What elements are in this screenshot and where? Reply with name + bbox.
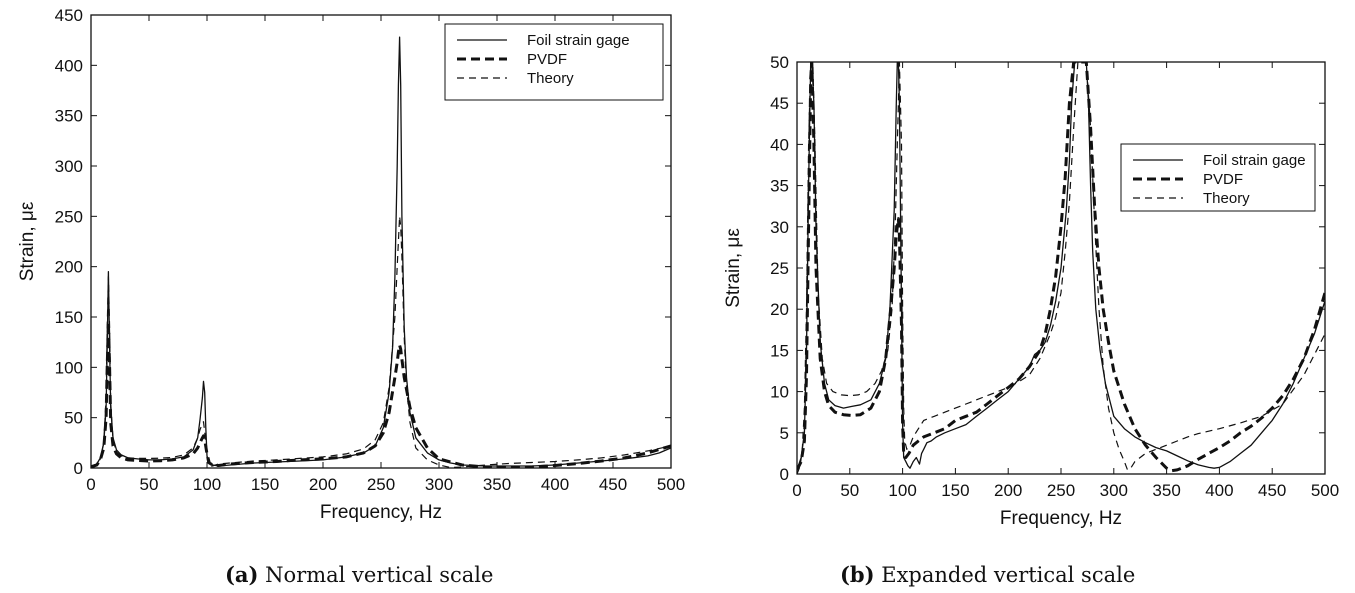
y-tick-label: 30 (770, 218, 789, 237)
caption-a-letter: (a) (225, 562, 259, 587)
x-tick-label: 150 (941, 481, 969, 500)
y-tick-label: 450 (55, 6, 83, 25)
x-tick-label: 350 (483, 475, 511, 494)
x-tick-label: 0 (792, 481, 801, 500)
x-tick-label: 400 (1205, 481, 1233, 500)
chart-panel-b: 0 50 100 150 200 250 300 350 400 450 500 0 5 10 15 20 25… (700, 0, 1355, 593)
x-tick-label: 450 (599, 475, 627, 494)
x-tick-label: 400 (541, 475, 569, 494)
x-tick-label: 250 (367, 475, 395, 494)
x-tick-label: 200 (994, 481, 1022, 500)
series-group (91, 36, 671, 468)
x-tick-label: 50 (840, 481, 859, 500)
y-tick-label: 40 (770, 135, 789, 154)
y-tick-label: 0 (780, 465, 789, 484)
x-axis-label: Frequency, Hz (320, 502, 442, 523)
x-tick-label: 250 (1047, 481, 1075, 500)
x-tick-label: 100 (888, 481, 916, 500)
y-tick-label: 25 (770, 259, 789, 278)
y-axis-label: Strain, με (723, 228, 744, 308)
x-axis-label: Frequency, Hz (1000, 508, 1122, 529)
x-tick-label: 200 (309, 475, 337, 494)
legend-box (444, 23, 664, 101)
y-tick-label: 15 (770, 341, 789, 360)
series-line-2 (91, 215, 671, 468)
x-tick-label: 350 (1152, 481, 1180, 500)
caption-a: (a) Normal vertical scale (225, 562, 493, 587)
series-line-0 (91, 36, 671, 467)
caption-a-text: Normal vertical scale (265, 563, 494, 587)
x-tick-label: 500 (1311, 481, 1339, 500)
chart-b-svg: 0 50 100 150 200 250 300 350 400 450 500 0 5 10 15 20 25… (723, 53, 1339, 529)
x-tick-label: 450 (1258, 481, 1286, 500)
y-tick-label: 5 (780, 424, 789, 443)
y-tick-label: 50 (64, 409, 83, 428)
y-tick-label: 100 (55, 358, 83, 377)
x-tick-label: 100 (193, 475, 221, 494)
series-group (797, 62, 1325, 474)
y-tick-label: 20 (770, 300, 789, 319)
caption-b-text: Expanded vertical scale (881, 563, 1136, 587)
y-tick-label: 0 (74, 459, 83, 478)
legend-label-2: Theory (527, 70, 574, 87)
y-tick-label: 50 (770, 53, 789, 72)
caption-b: (b) Expanded vertical scale (840, 562, 1135, 587)
x-tick-label: 150 (251, 475, 279, 494)
legend-label-0: Foil strain gage (527, 32, 630, 49)
legend-label-1: PVDF (527, 51, 567, 68)
y-tick-label: 10 (770, 383, 789, 402)
legend-label-2: Theory (1203, 190, 1250, 207)
y-tick-label: 300 (55, 157, 83, 176)
chart-panel-a: 0 50 100 150 200 250 300 350 400 450 500 0 50 100 150 2… (17, 6, 685, 523)
series-line-0 (797, 62, 1325, 471)
chart-a-svg: 0 50 100 150 200 250 300 350 400 450 500 0 50 100 150 2… (17, 6, 685, 523)
y-tick-label: 45 (770, 94, 789, 113)
caption-b-letter: (b) (840, 562, 875, 587)
y-tick-label: 350 (55, 107, 83, 126)
series-line-2 (797, 62, 1325, 474)
series-line-1 (91, 320, 671, 468)
y-tick-label: 250 (55, 207, 83, 226)
legend-label-1: PVDF (1203, 171, 1243, 188)
x-tick-label: 300 (425, 475, 453, 494)
x-tick-label: 0 (86, 475, 95, 494)
legend-label-0: Foil strain gage (1203, 152, 1306, 169)
y-tick-label: 200 (55, 258, 83, 277)
y-tick-label: 35 (770, 177, 789, 196)
y-tick-label: 150 (55, 308, 83, 327)
y-tick-label: 400 (55, 56, 83, 75)
x-tick-label: 50 (140, 475, 159, 494)
x-tick-label: 300 (1100, 481, 1128, 500)
x-tick-label: 500 (657, 475, 685, 494)
series-line-1 (797, 62, 1325, 473)
y-axis-label: Strain, με (17, 201, 38, 281)
